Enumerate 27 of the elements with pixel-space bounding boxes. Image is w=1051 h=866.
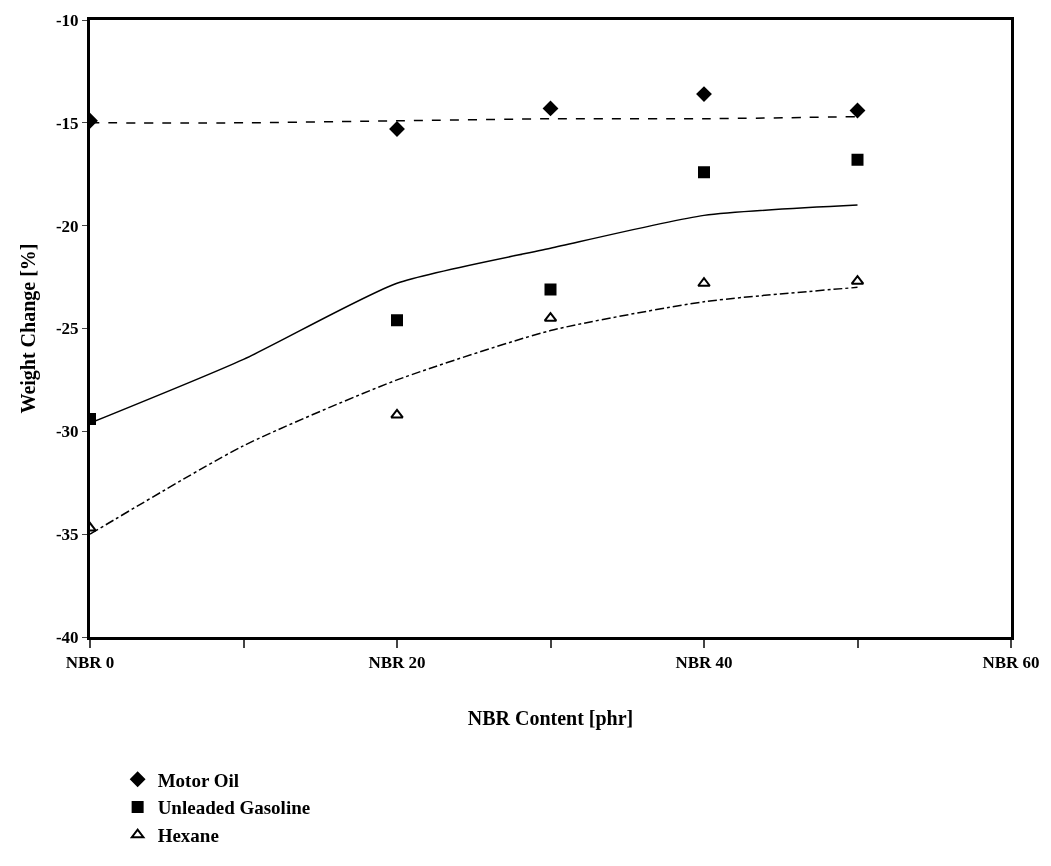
point	[543, 100, 558, 116]
legend-label: Motor Oil	[157, 769, 240, 791]
y-tick-label: -35	[55, 525, 79, 545]
y-tick-label: -30	[55, 422, 79, 442]
x-tick-label: NBR 20	[368, 653, 426, 673]
y-tick-label: -40	[55, 627, 79, 647]
y-tick-label: -10	[55, 10, 79, 30]
point	[850, 102, 865, 118]
point	[697, 277, 711, 287]
y-tick-label: -20	[55, 216, 79, 236]
point	[544, 283, 557, 296]
x-tick-label: NBR 60	[982, 653, 1040, 673]
y-tick-label: -15	[55, 113, 79, 133]
point	[851, 153, 864, 166]
point	[391, 314, 403, 327]
point	[698, 166, 710, 179]
y-axis-title: Weight Change [%]	[17, 243, 41, 414]
line-series	[90, 286, 859, 535]
x-tick-label: NBR 40	[675, 653, 733, 673]
point	[390, 408, 404, 419]
point	[389, 121, 405, 137]
point	[696, 86, 712, 102]
x-tick-label: NBR 0	[65, 653, 115, 673]
legend-label: Unleaded Gasoline	[157, 797, 311, 819]
x-axis-title: NBR Content [phr]	[467, 706, 634, 730]
legend-label: Hexane	[157, 825, 219, 847]
y-tick-label: -25	[55, 319, 79, 339]
